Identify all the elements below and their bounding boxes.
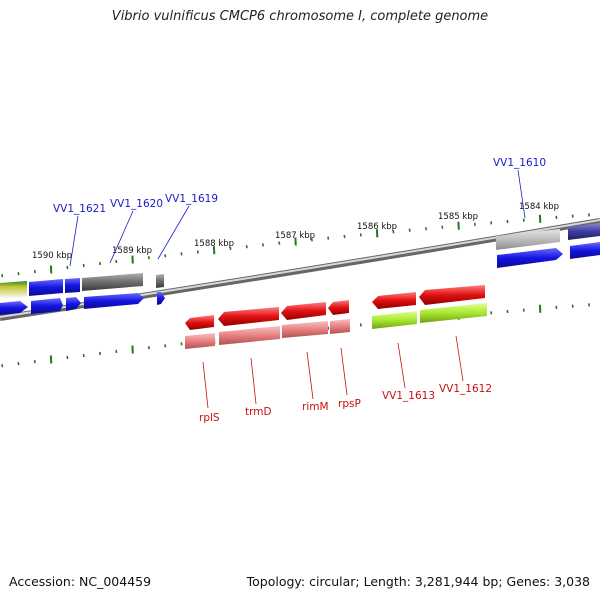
gene-blue-6: [84, 293, 144, 309]
reverse-strand-features: [185, 285, 487, 349]
leader-VV1_1620: [109, 210, 134, 264]
label-VV1_1613: VV1_1613: [382, 390, 435, 402]
gene-pink-4: [330, 319, 350, 334]
leader-VV1_1613: [397, 342, 406, 389]
genome-summary-text: Topology: circular; Length: 3,281,944 bp…: [246, 574, 590, 589]
gene-navy-right: [568, 223, 600, 240]
gene-blue-right-2: [570, 242, 600, 259]
gene-lightgray-right: [496, 229, 560, 250]
gene-lime-2: [420, 303, 487, 323]
scale-label-1588: 1588 kbp: [194, 239, 234, 249]
label-rimM: rimM: [302, 401, 329, 413]
leader-VV1_1619: [157, 205, 190, 260]
scale-label-1587: 1587 kbp: [275, 231, 315, 241]
gene-blue-4: [31, 298, 63, 314]
leader-rplS: [202, 361, 209, 409]
scale-label-1584: 1584 kbp: [519, 202, 559, 212]
label-rplS: rplS: [199, 412, 220, 424]
gene-rimM: [281, 302, 326, 320]
label-VV1_1612: VV1_1612: [439, 383, 492, 395]
forward-strand-features: [0, 223, 600, 315]
scale-labels: 1590 kbp 1589 kbp 1588 kbp 1587 kbp 1586…: [32, 202, 559, 261]
leader-VV1_1621: [69, 215, 79, 267]
gene-rplS: [185, 315, 214, 330]
gene-pink-3: [282, 321, 328, 338]
leader-rimM: [306, 351, 314, 400]
leader-VV1_1612: [455, 335, 464, 382]
scale-label-1590: 1590 kbp: [32, 251, 72, 261]
gene-blue-7: [157, 292, 165, 305]
gene-blue-2: [65, 278, 80, 293]
label-trmD: trmD: [245, 406, 272, 418]
scale-label-1585: 1585 kbp: [438, 212, 478, 222]
gene-blue-3: [0, 301, 28, 315]
leader-VV1_1610: [517, 169, 526, 219]
label-VV1_1610: VV1_1610: [493, 157, 546, 169]
label-leaders: [69, 169, 526, 409]
gene-gray-2: [156, 274, 164, 288]
label-rpsP: rpsP: [338, 398, 361, 410]
gene-trmD: [218, 307, 279, 326]
gene-VV1_1612: [419, 285, 485, 305]
feature-stripe-left: [0, 281, 27, 299]
leader-trmD: [250, 357, 257, 405]
label-VV1_1621: VV1_1621: [53, 203, 106, 215]
label-VV1_1620: VV1_1620: [110, 198, 163, 210]
scale-label-1586: 1586 kbp: [357, 222, 397, 232]
gene-gray-1: [82, 273, 143, 291]
leader-rpsP: [340, 347, 348, 396]
gene-blue-right-1: [497, 248, 563, 268]
gene-labels: VV1_1621 VV1_1620 VV1_1619 VV1_1610 rplS…: [53, 157, 546, 424]
gene-VV1_1613: [372, 292, 416, 309]
map-title: Vibrio vulnificus CMCP6 chromosome I, co…: [111, 9, 489, 24]
gene-rpsP: [328, 300, 349, 315]
gene-pink-2: [219, 326, 280, 345]
gene-blue-1: [29, 279, 63, 296]
gene-pink-1: [185, 333, 215, 349]
accession-text: Accession: NC_004459: [9, 574, 152, 589]
label-VV1_1619: VV1_1619: [165, 193, 218, 205]
scale-label-1589: 1589 kbp: [112, 246, 152, 256]
gene-blue-5: [66, 297, 81, 311]
gene-lime-1: [372, 311, 417, 329]
outer-scale-ticks: [1, 213, 590, 278]
